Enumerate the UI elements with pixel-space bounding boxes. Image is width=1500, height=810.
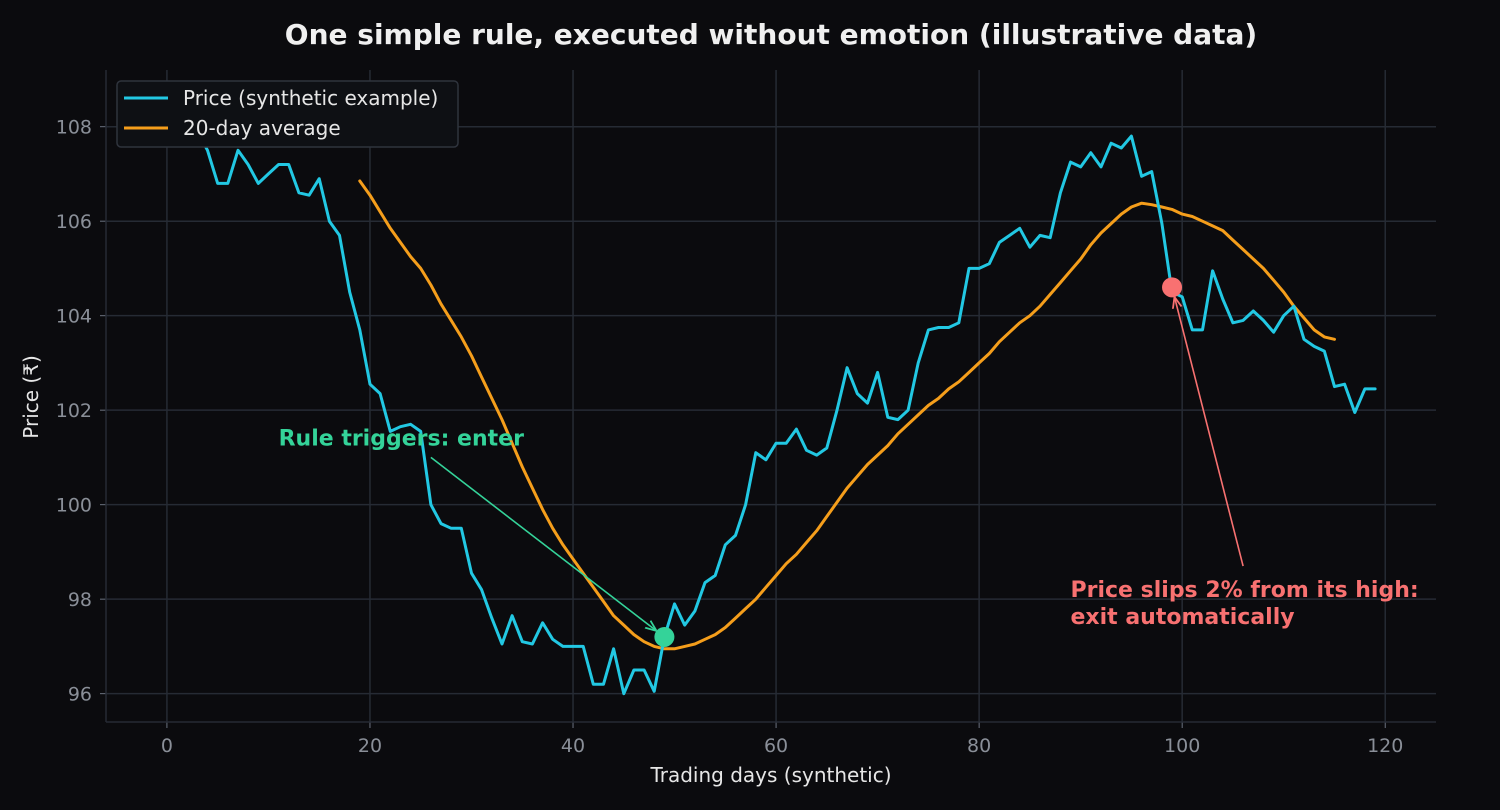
chart-title: One simple rule, executed without emotio… [285, 18, 1257, 51]
y-tick-label: 108 [56, 117, 92, 139]
enter-annotation-line: Rule triggers: enter [279, 427, 524, 452]
legend: Price (synthetic example) 20-day average [116, 80, 459, 148]
exit-annotation-text: Price slips 2% from its high: exit automa… [1071, 578, 1419, 630]
y-tick-label: 102 [56, 400, 92, 422]
x-tick-label: 100 [1164, 735, 1200, 757]
y-axis-label: Price (₹) [19, 355, 43, 438]
x-tick-label: 0 [161, 735, 173, 757]
y-tick-label: 104 [56, 306, 92, 328]
average-series-line [358, 179, 1336, 651]
legend-box [116, 80, 459, 148]
exit-marker [1162, 277, 1183, 298]
enter-annotation-text: Rule triggers: enter [279, 427, 524, 452]
x-tick-label: 40 [561, 735, 585, 757]
x-axis-label: Trading days (synthetic) [649, 763, 891, 787]
axes: 0 20 40 60 80 100 120 96 98 100 102 104 106 108 [56, 70, 1436, 757]
y-tick-label: 100 [56, 495, 92, 517]
legend-label-0: Price (synthetic example) [183, 86, 438, 110]
grid [106, 70, 1436, 722]
enter-marker [654, 626, 675, 647]
x-tick-label: 20 [358, 735, 382, 757]
x-tick-label: 80 [967, 735, 991, 757]
x-tick-label: 60 [764, 735, 788, 757]
exit-annotation-line: Price slips 2% from its high: [1071, 578, 1419, 603]
annotations-layer: Rule triggers: enter Price slips 2% from … [279, 277, 1419, 647]
enter-annotation-arrow [430, 456, 656, 630]
y-tick-label: 96 [68, 684, 92, 706]
y-tick-label: 98 [68, 589, 92, 611]
exit-annotation-arrow [1175, 298, 1244, 567]
exit-annotation-line: exit automatically [1071, 605, 1295, 630]
legend-label-1: 20-day average [183, 116, 341, 140]
x-tick-label: 120 [1367, 735, 1403, 757]
y-tick-label: 106 [56, 211, 92, 233]
